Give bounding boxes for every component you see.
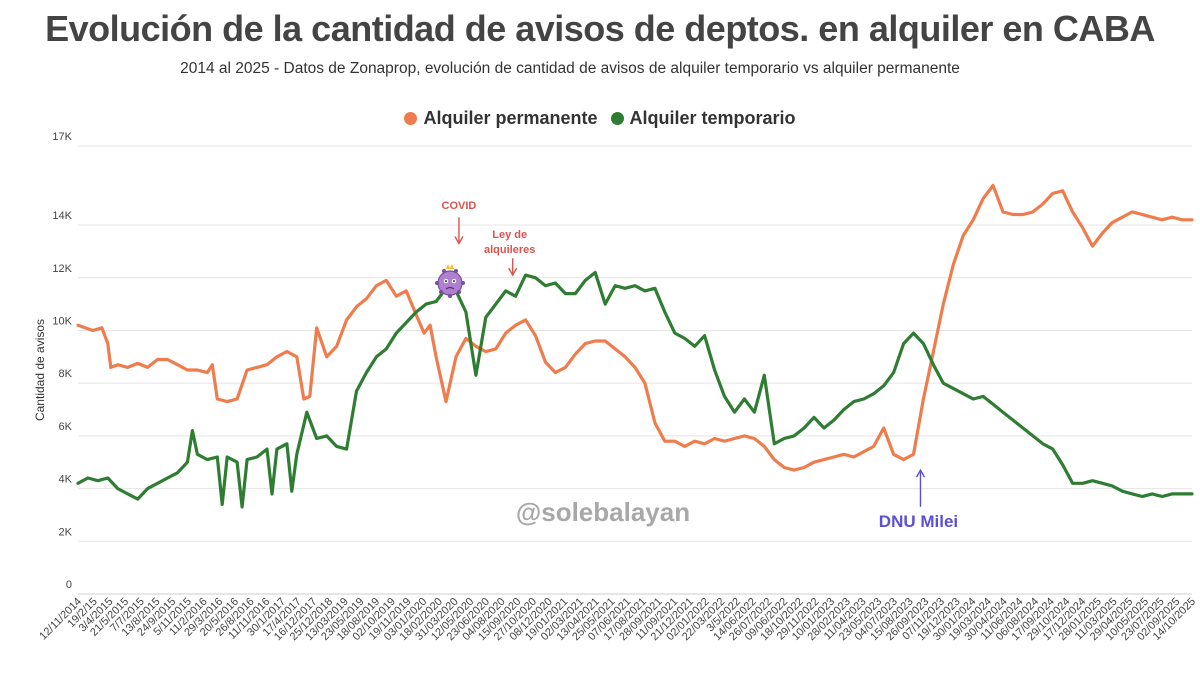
y-tick-label: 17K (52, 131, 72, 143)
annotation-dnu-milei: DNU Milei (879, 512, 958, 531)
legend-label-temporario: Alquiler temporario (629, 108, 796, 128)
legend-item-temporario: Alquiler temporario (610, 108, 796, 129)
y-tick-label: 4K (59, 474, 73, 486)
y-axis-label: Cantidad de avisos (33, 319, 47, 421)
annotation-ley-line1: Ley de (492, 229, 527, 241)
gridlines (78, 145, 1192, 595)
series-lines (76, 183, 1194, 509)
arrow-covid-head (454, 236, 464, 245)
y-tick-label: 8K (59, 368, 73, 380)
arrow-dnu-head (915, 468, 926, 478)
legend-swatch-temporario (610, 112, 624, 125)
x-axis-ticks: 12/11/201419/2/153/4/201521/5/20157/7/20… (37, 596, 1198, 643)
y-tick-label: 2K (59, 526, 73, 538)
y-tick-label: 6K (59, 421, 73, 433)
watermark: @solebalayan (516, 497, 690, 527)
annotation-covid: COVID (442, 200, 477, 212)
legend-swatch-permanente (404, 112, 418, 125)
y-axis-ticks: 0 2K 4K 6K 8K 10K 12K 14K 17K (52, 131, 72, 591)
annotation-arrows (454, 217, 926, 507)
y-tick-label: 14K (52, 210, 72, 222)
chart-subtitle: 2014 al 2025 - Datos de Zonaprop, evoluc… (180, 60, 960, 77)
arrow-ley-head (508, 267, 518, 277)
y-tick-label: 0 (66, 579, 72, 591)
legend-label-permanente: Alquiler permanente (423, 108, 598, 128)
y-tick-label: 10K (52, 315, 72, 327)
chart-title: Evolución de la cantidad de avisos de de… (45, 8, 1155, 49)
annotations: COVID Ley de alquileres DNU Milei (434, 200, 958, 531)
series-line-temporario (76, 270, 1194, 509)
legend: Alquiler permanente Alquiler temporario (0, 108, 1200, 129)
y-tick-label: 12K (52, 263, 72, 275)
annotation-ley-line2: alquileres (484, 244, 535, 256)
legend-item-permanente: Alquiler permanente (404, 108, 598, 129)
series-line-permanente (76, 183, 1194, 472)
virus-icon (434, 264, 465, 299)
